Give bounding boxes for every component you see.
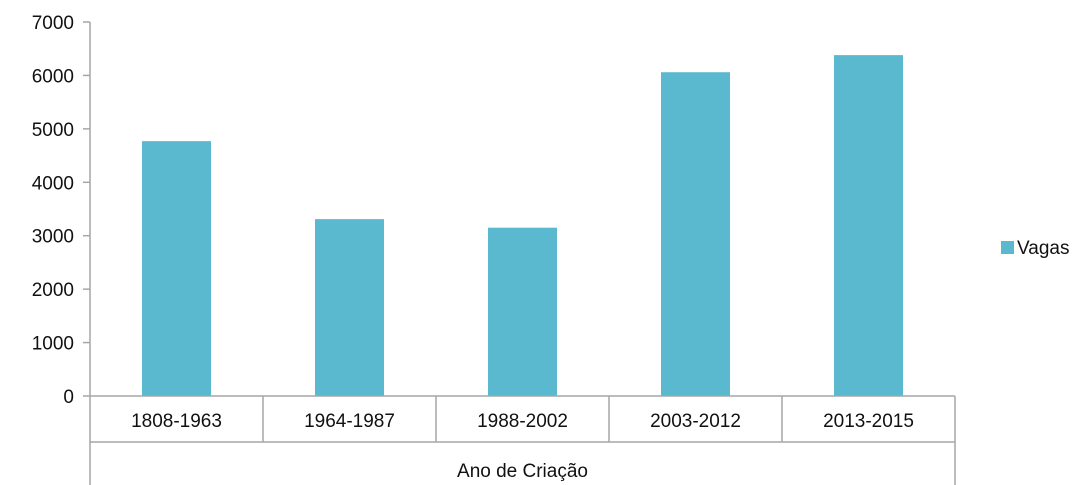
y-tick-label: 0 — [63, 387, 74, 408]
x-axis-title: Ano de Criação — [457, 461, 588, 482]
y-tick-label: 7000 — [32, 13, 74, 34]
y-tick-label: 2000 — [32, 280, 74, 301]
legend: Vagas — [1001, 238, 1069, 259]
x-tick-label: 1988-2002 — [477, 411, 568, 432]
x-tick-label: 1964-1987 — [304, 411, 395, 432]
bar-2013-2015 — [834, 55, 903, 397]
y-axis: 0 1000 2000 3000 4000 5000 6000 7000 — [32, 13, 91, 408]
bar-1964-1987 — [315, 219, 384, 396]
y-tick-label: 1000 — [32, 334, 74, 355]
x-axis: 1808-1963 1964-1987 1988-2002 2003-2012 2013… — [89, 395, 956, 485]
x-tick-label: 1808-1963 — [131, 411, 222, 432]
y-tick-label: 6000 — [32, 66, 74, 87]
y-tick-label: 5000 — [32, 120, 74, 141]
y-tick-label: 3000 — [32, 227, 74, 248]
legend-label: Vagas — [1017, 238, 1069, 259]
bar-1988-2002 — [488, 227, 557, 396]
bar-2003-2012 — [661, 72, 730, 397]
x-tick-label: 2013-2015 — [823, 411, 914, 432]
y-tick-label: 4000 — [32, 173, 74, 194]
bar-1808-1963 — [142, 141, 211, 396]
legend-swatch — [1001, 241, 1014, 254]
bars — [142, 55, 903, 397]
x-tick-label: 2003-2012 — [650, 411, 741, 432]
